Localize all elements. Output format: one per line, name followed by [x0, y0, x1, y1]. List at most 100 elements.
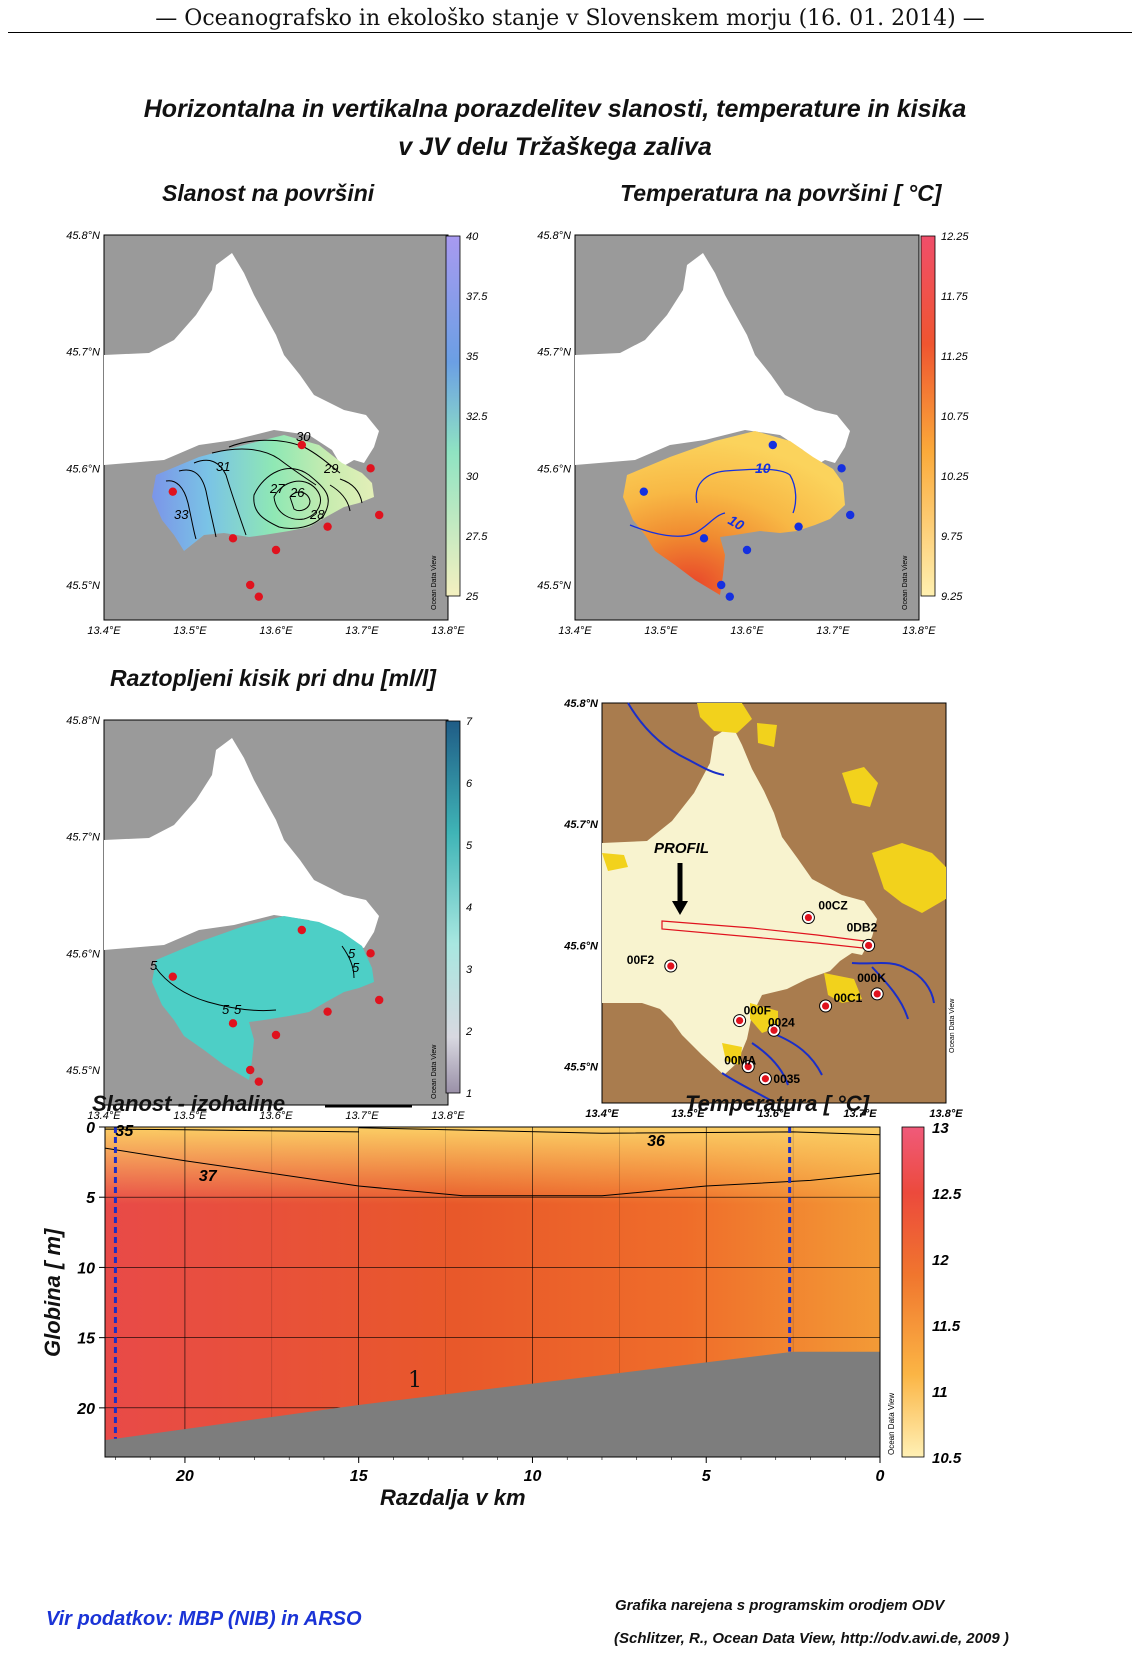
station-marker [228, 534, 238, 543]
page-number: 1 [408, 1368, 422, 1393]
odv-watermark: Ocean Data View [902, 555, 909, 610]
station-marker [246, 580, 255, 590]
profile-station-marker [804, 913, 812, 922]
temperature-field [623, 431, 845, 595]
station-marker [794, 522, 803, 531]
lon-tick-label: 13.6°E [259, 625, 293, 637]
data-source: Vir podatkov: MBP (NIB) in ARSO [46, 1608, 362, 1630]
oxygen-lon-ticks: 13.4°E 13.5°E 13.6°E 13.7°E 13.8°E [87, 1110, 465, 1122]
colorbar-tick-label: 11.25 [941, 351, 969, 363]
station-marker [168, 972, 177, 981]
colorbar-tick-label: 10.25 [941, 471, 969, 483]
station-marker [639, 487, 648, 496]
lat-tick-label: 45.5°N [66, 1065, 100, 1077]
isohaline-line [104, 1147, 881, 1197]
salinity-lon-ticks: 13.4°E 13.5°E 13.6°E 13.7°E 13.8°E [87, 625, 465, 637]
contour-label: 31 [216, 459, 230, 474]
contour-label: 5 [348, 946, 356, 961]
temperature-sea-white [575, 253, 850, 467]
x-tick-label: 5 [702, 1468, 712, 1485]
colorbar-tick-label: 11.75 [941, 291, 969, 303]
salinity-contours [165, 439, 363, 540]
profile-map-sea [602, 725, 877, 1075]
lon-tick-label: 13.6°E [730, 625, 764, 637]
lon-tick-label: 13.4°E [87, 1110, 121, 1122]
temperature-lat-ticks: 45.8°N 45.7°N 45.6°N 45.5°N [537, 230, 571, 592]
profile-station-label: 00CZ [818, 899, 847, 913]
section-surface-layer [105, 1127, 880, 1205]
odv-watermark: Ocean Data View [431, 1044, 438, 1099]
colorbar-tick-label: 7 [466, 716, 473, 728]
section-y-label: Globina [ m] [40, 1228, 65, 1357]
profile-lon-ticks: 13.4°E 13.5°E 13.6°E 13.7°E 13.8°E [585, 1108, 963, 1120]
lat-tick-label: 45.8°N [66, 715, 100, 727]
contour-label: 27 [269, 481, 285, 496]
profile-station-label: 0DB2 [847, 920, 878, 934]
station-marker [254, 592, 263, 601]
profile-station-marker [736, 1016, 744, 1025]
oxygen-contour-labels: 5 5 5 5 5 [150, 946, 360, 1017]
colorbar-tick-label: 2 [465, 1026, 472, 1038]
salinity-contour-labels: 30 31 29 27 26 28 33 [174, 429, 338, 522]
section-x-ticks: 20 15 10 5 0 [115, 1457, 885, 1485]
temperature-contours [629, 468, 797, 537]
contour-label: 5 [222, 1002, 230, 1017]
oxygen-contours [155, 945, 355, 1011]
profile-station-label: 0035 [773, 1072, 800, 1086]
contour-label: 28 [309, 507, 325, 522]
x-tick-label: 10 [524, 1468, 542, 1485]
profile-station-marker [761, 1075, 769, 1083]
contour-label: 30 [296, 429, 311, 444]
lat-tick-label: 45.6°N [563, 940, 599, 952]
isohaline-label: 37 [199, 1168, 218, 1185]
colorbar-tick-label: 9.25 [941, 591, 963, 603]
station-marker [297, 925, 306, 935]
credit-line-1: Grafika narejena s programskim orodjem O… [615, 1597, 945, 1614]
y-tick-label: 5 [86, 1190, 96, 1207]
lat-tick-label: 45.5°N [563, 1062, 599, 1074]
section-isohalines: 35 37 36 [104, 1123, 881, 1197]
lat-tick-label: 45.6°N [537, 463, 571, 475]
oxygen-lat-ticks: 45.8°N 45.7°N 45.6°N 45.5°N [66, 715, 100, 1077]
section-colorbar: 13 12.5 12 11.5 11 10.5 [901, 1120, 962, 1467]
oxygen-sea-white [104, 738, 379, 952]
station-marker [375, 510, 384, 520]
contour-label: 5 [352, 960, 360, 975]
oxygen-map-title: Raztopljeni kisik pri dnu [ml/l] [110, 665, 436, 691]
temperature-stations [639, 440, 855, 601]
profile-station-label: 00F2 [627, 953, 655, 967]
oxygen-field [152, 916, 374, 1080]
colorbar-tick-label: 4 [466, 902, 472, 914]
lon-tick-label: 13.7°E [843, 1108, 877, 1120]
header-rule [8, 32, 1132, 33]
oxygen-stations [168, 925, 384, 1086]
lon-tick-label: 13.7°E [345, 625, 379, 637]
lat-tick-label: 45.7°N [537, 347, 571, 359]
colorbar-tick-label: 5 [466, 840, 473, 852]
contour-label: 29 [323, 461, 338, 476]
contour-label: 10 [755, 460, 771, 476]
lat-tick-label: 45.8°N [66, 230, 100, 242]
colorbar-tick-label: 10.75 [941, 411, 969, 423]
profile-map-panel: PROFIL 00F200CZ0DB2000K00C1000F002400MA0… [563, 698, 963, 1120]
lat-tick-label: 45.5°N [537, 580, 571, 592]
station-marker [228, 1019, 238, 1028]
station-marker [271, 1030, 281, 1040]
station-marker [246, 1065, 255, 1075]
colorbar-tick-label: 3 [466, 964, 473, 976]
section-title: Temperatura [ °C] [685, 1091, 870, 1116]
y-tick-label: 20 [76, 1401, 95, 1418]
section-y-ticks: 0 5 10 15 20 [76, 1120, 105, 1418]
colorbar-tick-label: 40 [466, 231, 479, 243]
lon-tick-label: 13.6°E [259, 1110, 293, 1122]
profile-station-label: 000K [857, 971, 886, 985]
isohaline-label: 35 [115, 1123, 134, 1140]
station-marker [375, 995, 384, 1005]
x-tick-label: 0 [876, 1468, 885, 1485]
x-tick-label: 20 [175, 1468, 194, 1485]
lon-tick-label: 13.4°E [558, 625, 592, 637]
station-marker [168, 487, 177, 496]
colorbar-tick-label: 6 [466, 778, 473, 790]
profile-station-marker [865, 941, 873, 950]
